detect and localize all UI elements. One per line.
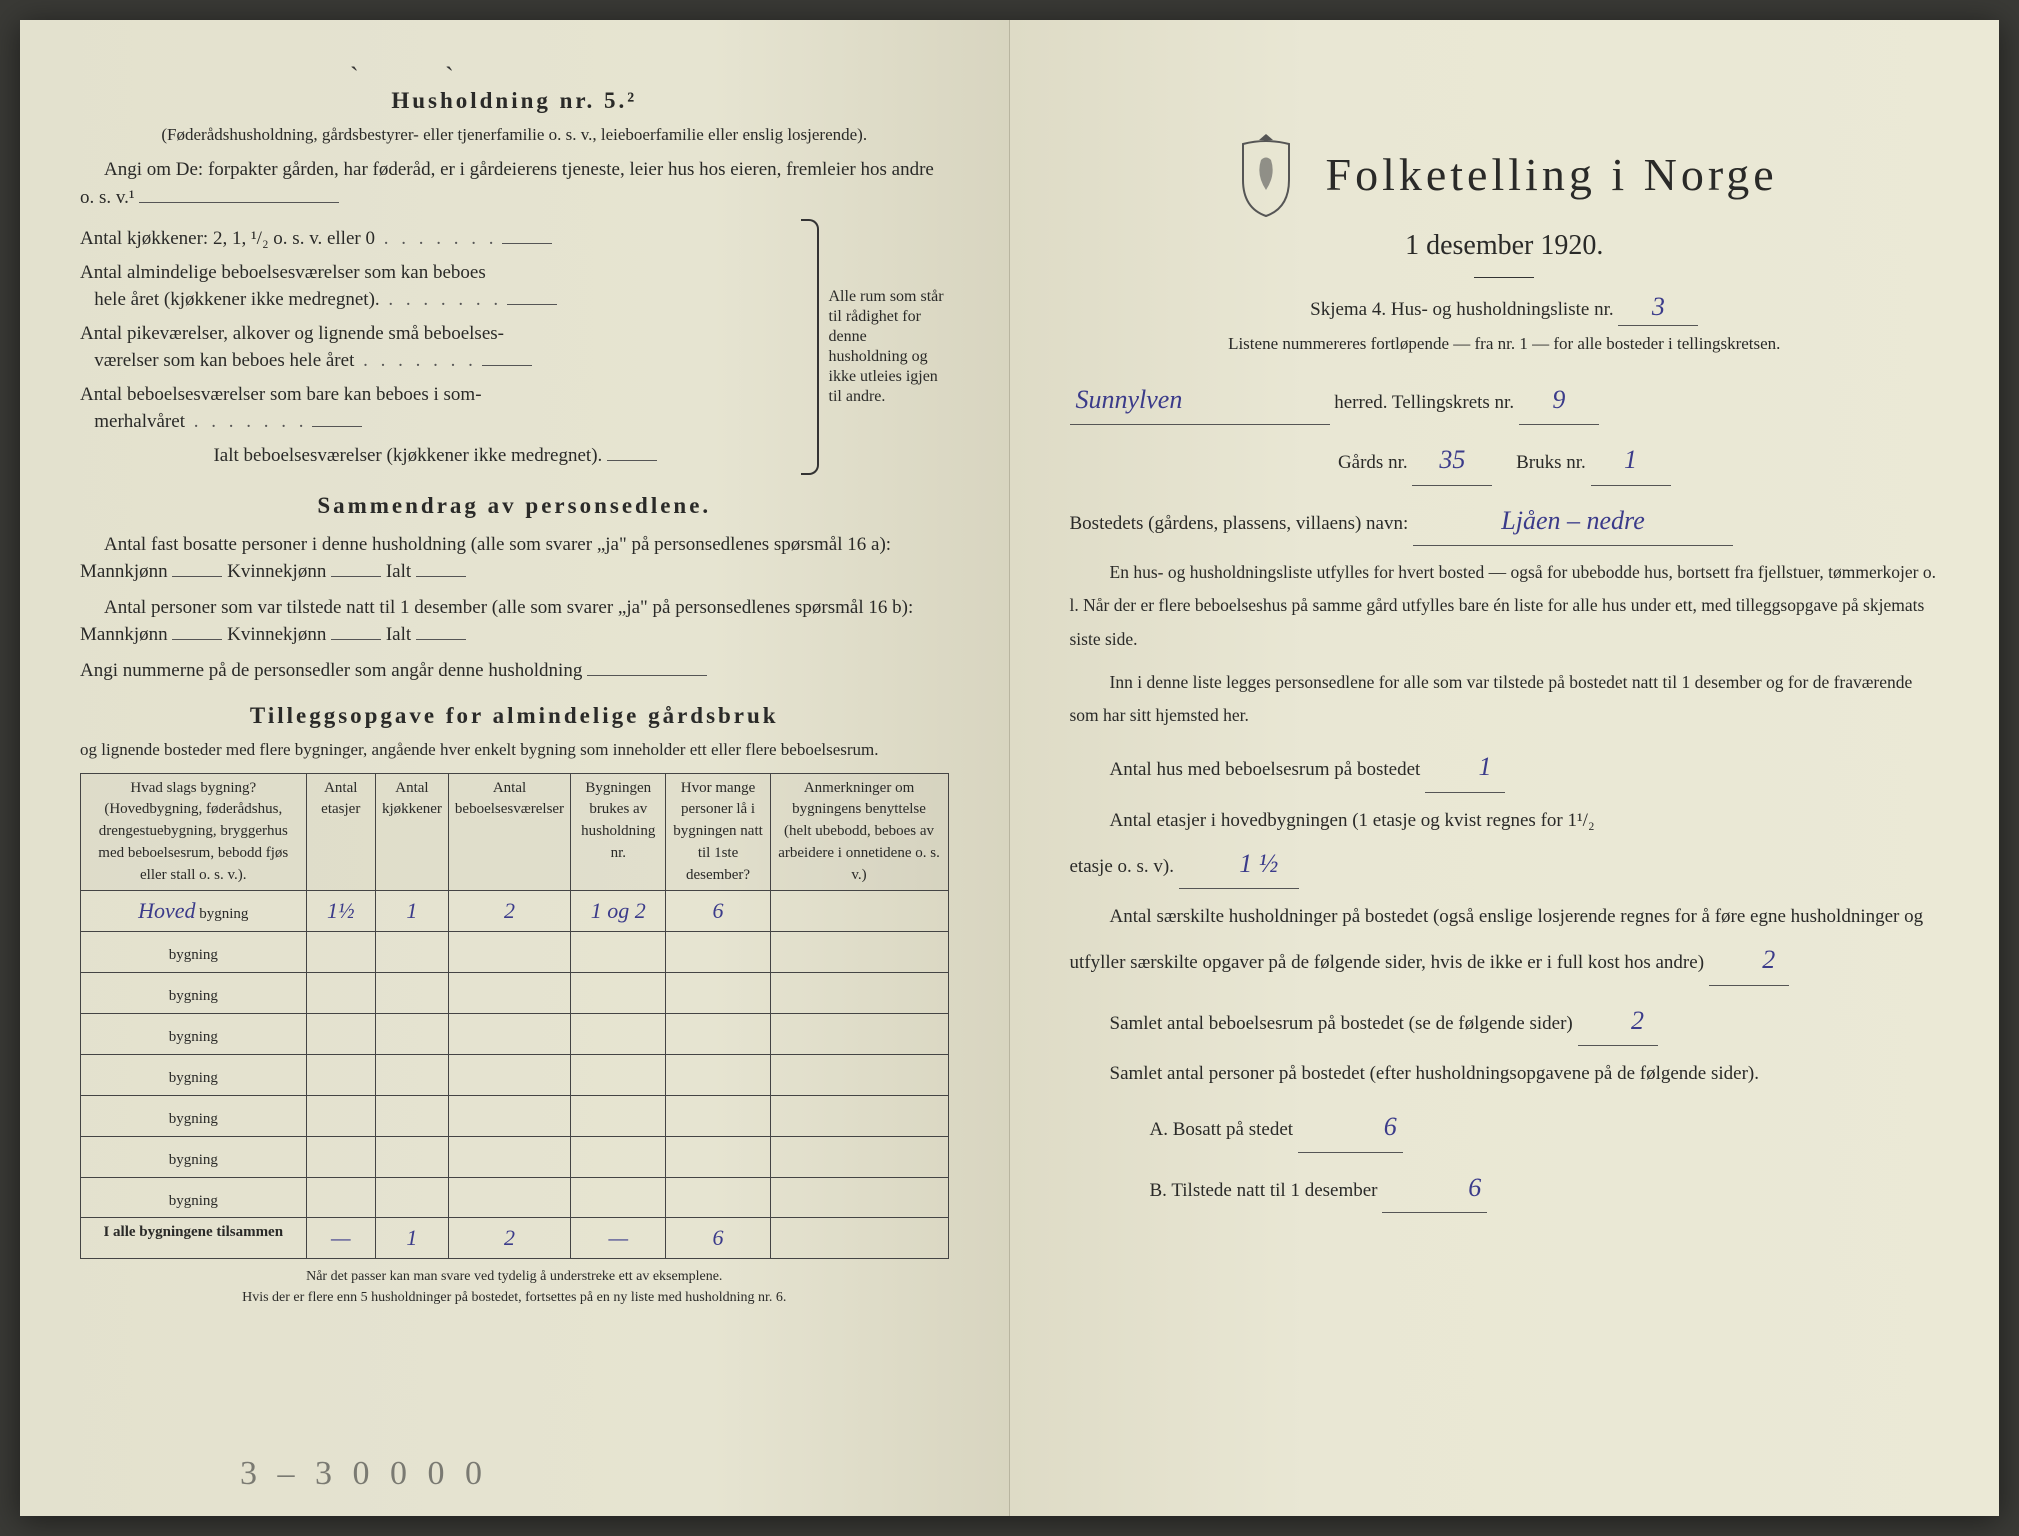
tillegg-heading: Tilleggsopgave for almindelige gårdsbruk <box>80 699 949 732</box>
table-row: bygning <box>81 1095 949 1136</box>
q5a-value: 6 <box>1384 1112 1397 1141</box>
footnote: Når det passer kan man svare ved tydelig… <box>80 1267 949 1308</box>
title-block: Folketelling i Norge 1 desember 1920. Sk… <box>1070 130 1940 357</box>
instruction-p1: En hus- og husholdningsliste utfylles fo… <box>1070 556 1940 656</box>
listene-note: Listene nummereres fortløpende — fra nr.… <box>1070 332 1940 357</box>
table-total-row: I alle bygningene tilsammen — 1 2 — 6 <box>81 1218 949 1259</box>
pencil-annotation: 3 – 3 0 0 0 0 <box>240 1449 488 1498</box>
census-date: 1 desember 1920. <box>1070 226 1940 267</box>
summary-heading: Sammendrag av personsedlene. <box>80 489 949 522</box>
krets-nr: 9 <box>1552 385 1565 414</box>
summary-p3: Angi nummerne på de personsedler som ang… <box>80 657 949 685</box>
summary-p2: Antal personer som var tilstede natt til… <box>80 594 949 649</box>
summary-p1: Antal fast bosatte personer i denne hush… <box>80 531 949 586</box>
q5-label: Samlet antal personer på bostedet (efter… <box>1070 1056 1940 1092</box>
q5b-value: 6 <box>1468 1173 1481 1202</box>
brace-icon <box>801 219 819 475</box>
document-spread: ˎ ˎ Husholdning nr. 5.² (Føderådshushold… <box>20 20 1999 1516</box>
herred-value: Sunnylven <box>1076 385 1183 414</box>
bruks-nr: 1 <box>1624 445 1637 474</box>
table-row: Hoved bygning1½121 og 26 <box>81 891 949 932</box>
instruction-p2: Inn i denne liste legges personsedlene f… <box>1070 666 1940 733</box>
tick-marks: ˎ ˎ <box>350 38 494 76</box>
table-row: bygning <box>81 973 949 1014</box>
table-row: bygning <box>81 1013 949 1054</box>
table-header-row: Hvad slags bygning? (Hovedbygning, føder… <box>81 773 949 891</box>
household-sub: (Føderådshusholdning, gårdsbestyrer- ell… <box>80 123 949 148</box>
left-page: ˎ ˎ Husholdning nr. 5.² (Føderådshushold… <box>20 20 1010 1516</box>
q1-value: 1 <box>1479 752 1492 781</box>
q4-value: 2 <box>1631 1006 1644 1035</box>
bosted-value: Ljåen – nedre <box>1501 506 1644 535</box>
main-title: Folketelling i Norge <box>1326 142 1778 209</box>
buildings-table: Hvad slags bygning? (Hovedbygning, føder… <box>80 773 949 1260</box>
household-heading: Husholdning nr. 5.² <box>80 84 949 117</box>
gards-nr: 35 <box>1439 445 1465 474</box>
table-row: bygning <box>81 1136 949 1177</box>
q3-value: 2 <box>1762 945 1775 974</box>
right-page: Folketelling i Norge 1 desember 1920. Sk… <box>1010 20 2000 1516</box>
q2-value: 1 ½ <box>1239 849 1278 878</box>
rooms-block: Antal kjøkkener: 2, 1, ¹/₂ o. s. v. elle… <box>80 219 949 475</box>
table-row: bygning <box>81 932 949 973</box>
right-body: Sunnylven herred. Tellingskrets nr. 9 Gå… <box>1070 375 1940 1213</box>
table-row: bygning <box>81 1177 949 1218</box>
skjema-nr: 3 <box>1652 292 1665 321</box>
tillegg-sub: og lignende bosteder med flere bygninger… <box>80 738 949 763</box>
coat-of-arms-icon <box>1231 130 1301 220</box>
brace-text: Alle rum som står til rådighet for denne… <box>829 219 949 475</box>
table-row: bygning <box>81 1054 949 1095</box>
skjema-line: Skjema 4. Hus- og husholdningsliste nr. … <box>1070 288 1940 327</box>
angi-line: Angi om De: forpakter gården, har føderå… <box>80 156 949 211</box>
